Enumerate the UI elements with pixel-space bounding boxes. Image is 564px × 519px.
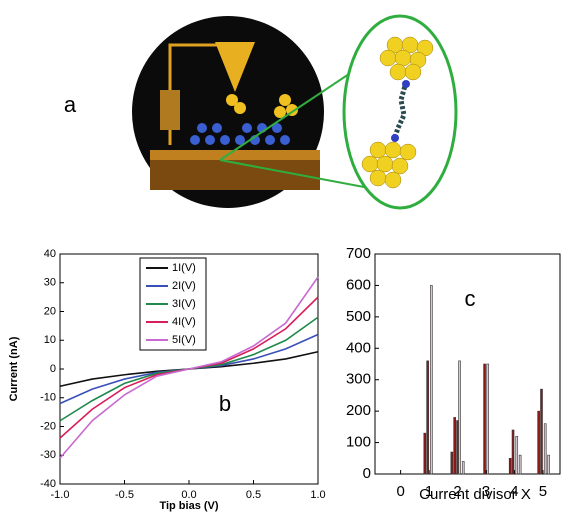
x-tick-label: 3: [482, 483, 490, 500]
y-tick-label: 0: [50, 363, 56, 375]
bar: [511, 429, 515, 475]
y-tick-label: -10: [40, 392, 56, 404]
x-tick-label: 0: [396, 483, 404, 500]
x-tick-label: 1: [425, 483, 433, 500]
plot-frame: [374, 253, 561, 475]
bar: [483, 363, 486, 475]
legend-label: 5I(V): [172, 334, 196, 346]
y-tick-label: 400: [346, 339, 371, 356]
bar: [543, 423, 547, 475]
bar: [450, 451, 454, 475]
y-tick-label: -20: [40, 420, 56, 432]
x-axis-label: Current divisor X: [419, 486, 531, 503]
x-tick-label: 2: [453, 483, 461, 500]
y-tick-label: 300: [346, 371, 371, 388]
y-tick-label: 20: [44, 305, 56, 317]
legend-frame: [139, 257, 207, 351]
y-tick-label: 100: [346, 434, 371, 451]
bar: [453, 417, 456, 475]
bar: [423, 432, 427, 475]
panel-label: a: [64, 92, 77, 117]
panel-label: b: [219, 391, 231, 416]
bar: [486, 363, 490, 475]
panel-label: c: [465, 286, 476, 311]
y-tick-label: -30: [40, 449, 56, 461]
y-tick-label: 40: [44, 248, 56, 260]
y-tick-label: 500: [346, 308, 371, 325]
y-tick-label: 10: [44, 334, 56, 346]
bar: [458, 360, 461, 475]
bar: [426, 360, 429, 475]
y-tick-label: 30: [44, 277, 56, 289]
legend-label: 2I(V): [172, 280, 196, 292]
legend-label: 1I(V): [172, 262, 196, 274]
y-tick-label: 600: [346, 276, 371, 293]
x-tick-label: 0.0: [181, 489, 196, 501]
x-tick-label: 1.0: [310, 489, 325, 501]
x-tick-label: 0.5: [246, 489, 261, 501]
bar: [540, 388, 543, 475]
y-tick-label: 200: [346, 402, 371, 419]
series-line: [59, 276, 319, 459]
bar: [518, 454, 522, 475]
bar: [508, 457, 512, 475]
bar: [430, 285, 433, 475]
y-axis-label: Current (nA): [8, 336, 20, 401]
x-axis-label: Tip bias (V): [159, 500, 218, 512]
x-tick-label: -0.5: [115, 489, 134, 501]
y-tick-label: -40: [40, 478, 56, 490]
legend-label: 4I(V): [172, 316, 196, 328]
illustration: [132, 14, 458, 210]
bar: [461, 461, 465, 475]
x-tick-label: -1.0: [51, 489, 70, 501]
x-tick-label: 4: [510, 483, 518, 500]
bar: [515, 435, 519, 475]
bar: [537, 410, 540, 475]
y-tick-label: 700: [346, 245, 371, 262]
x-tick-label: 5: [539, 483, 547, 500]
bar: [547, 454, 550, 475]
legend-label: 3I(V): [172, 298, 196, 310]
y-tick-label: 0: [363, 465, 371, 482]
